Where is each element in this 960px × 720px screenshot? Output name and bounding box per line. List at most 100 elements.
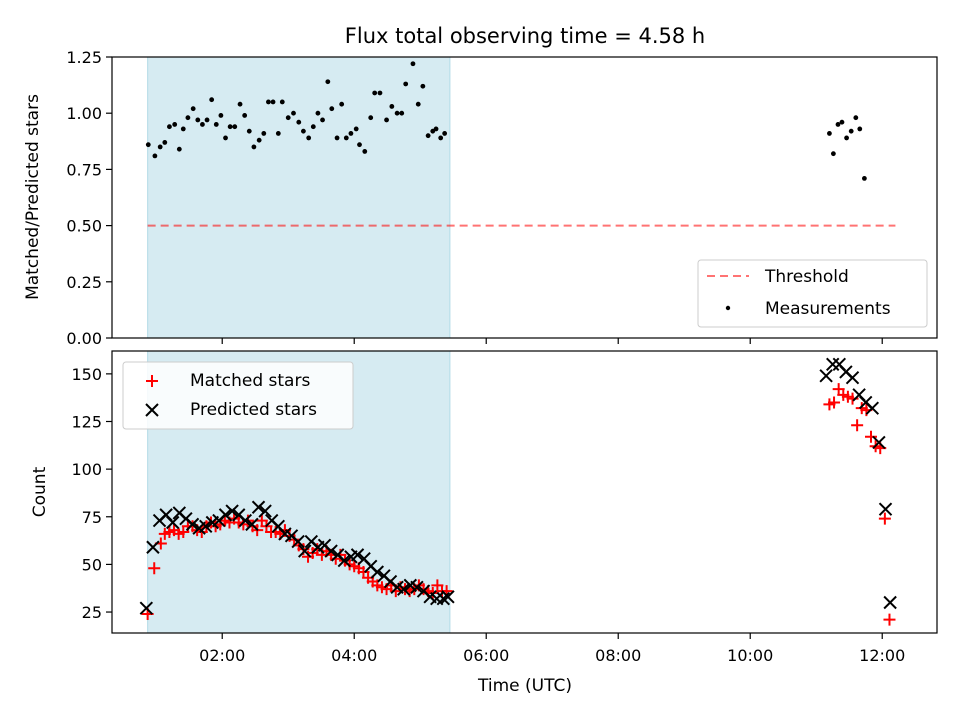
measurement-point xyxy=(394,110,400,116)
measurement-point xyxy=(285,115,291,121)
matched-star-point xyxy=(148,562,161,575)
predicted-star-point xyxy=(225,504,239,518)
measurement-point xyxy=(246,128,252,134)
bottom-y-tick-label: 50 xyxy=(82,555,102,574)
measurement-point xyxy=(827,131,832,136)
predicted-star-point xyxy=(251,500,266,514)
measurement-point xyxy=(306,135,312,141)
measurement-point xyxy=(266,99,271,105)
measurement-point xyxy=(433,126,439,132)
measurement-point xyxy=(357,142,362,148)
measurement-point xyxy=(291,110,296,116)
matched-star-point xyxy=(828,396,841,409)
measurement-point xyxy=(172,122,178,127)
bottom-x-ticks: 02:00 04:00 06:00 08:00 10:00 12:00 xyxy=(199,633,905,665)
predicted-star-point xyxy=(865,401,880,415)
bottom-legend: Matched stars Predicted stars xyxy=(122,361,354,430)
top-y-tick-label: 1.00 xyxy=(66,104,102,123)
measurement-point xyxy=(830,151,836,157)
predicted-star-point xyxy=(146,540,160,554)
bottom-x-tick-label: 06:00 xyxy=(463,646,509,665)
predicted-star-point xyxy=(883,595,897,610)
top-legend-box xyxy=(697,259,928,328)
measurement-point xyxy=(195,117,201,123)
predicted-star-point xyxy=(819,369,833,383)
measurement-point xyxy=(420,83,426,89)
bottom-x-tick-label: 10:00 xyxy=(727,646,773,665)
top-panel: 0.00 0.25 0.50 0.75 1.00 1.25 Matched/Predict… xyxy=(23,48,938,348)
measurement-point xyxy=(275,131,281,136)
matched-star-point xyxy=(878,512,891,525)
measurement-point xyxy=(368,115,374,121)
measurement-point xyxy=(377,90,383,96)
predicted-star-point xyxy=(258,504,272,518)
top-y-tick-label: 0.25 xyxy=(66,273,102,292)
predicted-star-point xyxy=(245,517,259,532)
bottom-x-tick-label: 12:00 xyxy=(859,646,905,665)
bottom-axes-frame xyxy=(111,350,938,634)
bottom-x-tick-label: 02:00 xyxy=(199,646,245,665)
measurement-point xyxy=(389,104,395,109)
predicted-star-point xyxy=(291,534,305,549)
bottom-y-ticks: 25 50 75 100 125 150 xyxy=(71,365,112,622)
measurement-point xyxy=(270,99,276,105)
top-y-tick-label: 0.75 xyxy=(66,160,102,179)
measurement-point xyxy=(853,115,859,121)
top-x-ticks xyxy=(221,338,883,344)
matched-star-point xyxy=(883,613,896,626)
measurement-point xyxy=(223,135,228,141)
predicted-star-point xyxy=(397,582,411,596)
predicted-star-point xyxy=(139,601,154,615)
measurement-point xyxy=(185,115,191,121)
predicted-star-point xyxy=(337,553,352,568)
measurement-point xyxy=(162,140,168,145)
top-y-ticks: 0.00 0.25 0.50 0.75 1.00 1.25 xyxy=(66,48,112,348)
predicted-star-point xyxy=(218,508,233,522)
measurement-point xyxy=(310,124,316,130)
predicted-star-point xyxy=(845,370,860,385)
measurement-point xyxy=(835,122,841,127)
measurement-point xyxy=(176,146,182,152)
measurement-point xyxy=(343,135,349,141)
measurement-point xyxy=(232,124,238,130)
measurement-point xyxy=(315,110,321,116)
measurement-point xyxy=(353,126,359,132)
predicted-star-point xyxy=(878,502,893,516)
measurement-point xyxy=(145,142,151,148)
chart-title: Flux total observing time = 4.58 h xyxy=(345,24,705,48)
predicted-star-point xyxy=(324,544,338,558)
legend-predicted-label: Predicted stars xyxy=(190,400,317,420)
predicted-star-point xyxy=(199,519,213,534)
bottom-panel: 25 50 75 100 125 150 02:00 04:00 06:00 08:00 10:0… xyxy=(30,350,938,696)
top-y-tick-label: 0.00 xyxy=(66,329,102,348)
predicted-star-point xyxy=(298,544,312,558)
measurement-point xyxy=(442,131,448,136)
predicted-star-point xyxy=(166,515,180,530)
measurement-point xyxy=(329,106,335,112)
measurement-point xyxy=(839,119,845,125)
matched-star-point xyxy=(851,419,864,432)
measurement-point xyxy=(251,144,257,150)
measurement-point xyxy=(415,101,421,107)
measurement-point xyxy=(348,131,354,136)
predicted-star-point xyxy=(185,517,200,532)
measurement-point xyxy=(190,106,196,112)
predicted-star-point xyxy=(436,591,451,606)
measurement-point xyxy=(180,126,186,132)
bottom-y-tick-label: 150 xyxy=(71,365,102,384)
bottom-legend-box xyxy=(122,361,354,430)
measurement-points xyxy=(145,61,867,181)
measurement-point xyxy=(372,90,378,96)
legend-matched-swatch xyxy=(146,375,158,387)
measurement-point xyxy=(403,81,409,87)
top-shaded-span xyxy=(147,56,451,339)
measurement-point xyxy=(384,117,389,123)
measurement-point xyxy=(862,175,867,181)
measurement-point xyxy=(334,135,340,141)
measurement-point xyxy=(301,128,306,134)
measurement-point xyxy=(200,122,205,127)
measurement-point xyxy=(848,128,854,134)
legend-threshold-label: Threshold xyxy=(764,267,849,287)
legend-predicted-swatch xyxy=(145,403,159,417)
